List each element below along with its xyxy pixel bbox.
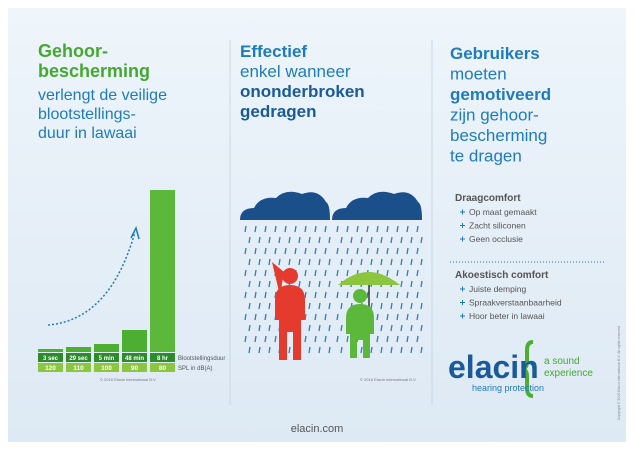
copyright: © 2016 Elacin International B.V. [360, 377, 416, 382]
duration: 8 hr [157, 356, 169, 362]
slogan: experience [544, 368, 593, 379]
bar [150, 190, 175, 352]
side-copyright: Copyright © 2016 Elacin International B.… [617, 326, 621, 420]
logo-name: elacin [448, 349, 539, 385]
spl: 80 [159, 365, 167, 372]
item: Op maat gemaakt [469, 207, 537, 217]
item: Juiste demping [469, 284, 526, 294]
bar [94, 344, 119, 352]
footer: elacin.com [291, 423, 344, 435]
item: Hoor beter in lawaai [469, 311, 545, 321]
spl: 110 [73, 365, 84, 372]
spl: 90 [131, 365, 139, 372]
spl: 100 [101, 365, 112, 372]
heading: bescherming [38, 61, 150, 81]
section-title: Akoestisch comfort [455, 270, 549, 281]
line: te dragen [450, 147, 522, 166]
poster: Gehoor-bescherming verlengt de veilige blo… [0, 0, 634, 451]
line: gedragen [240, 102, 317, 121]
line: Gebruikers [450, 44, 540, 63]
bar [38, 349, 63, 352]
duration: 29 sec [69, 356, 88, 362]
head [353, 289, 367, 303]
item: Geen occlusie [469, 234, 523, 244]
section-title: Draagcomfort [455, 193, 521, 204]
row-label: SPL in dB(A) [178, 366, 212, 372]
row-label: Blootstellingsduur [178, 356, 225, 362]
bar [122, 330, 147, 352]
copyright: © 2016 Elacin International B.V. [100, 377, 156, 382]
duration: 5 min [99, 356, 115, 362]
spl: 120 [45, 365, 56, 372]
heading: Gehoor- [38, 41, 108, 61]
slogan: a sound [544, 356, 580, 367]
line: bescherming [450, 126, 547, 145]
page: Gehoor-bescherming verlengt de veilige blo… [0, 0, 634, 451]
duration: 3 sec [43, 356, 59, 362]
duration: 48 min [125, 356, 144, 362]
line: zijn gehoor- [450, 106, 539, 125]
body-line: blootstellings- [38, 106, 136, 123]
tagline: hearing protection [472, 383, 544, 393]
bar [66, 347, 91, 352]
line: moeten [450, 65, 507, 84]
head [282, 268, 298, 284]
line: ononderbroken [240, 82, 365, 101]
item: Zacht siliconen [469, 221, 526, 231]
body-line: verlengt de veilige [38, 87, 167, 104]
line: gemotiveerd [450, 85, 551, 104]
line: enkel wanneer [240, 62, 351, 81]
body-line: duur in lawaai [38, 125, 137, 142]
line: Effectief [240, 42, 307, 61]
item: Spraakverstaanbaarheid [469, 298, 562, 308]
